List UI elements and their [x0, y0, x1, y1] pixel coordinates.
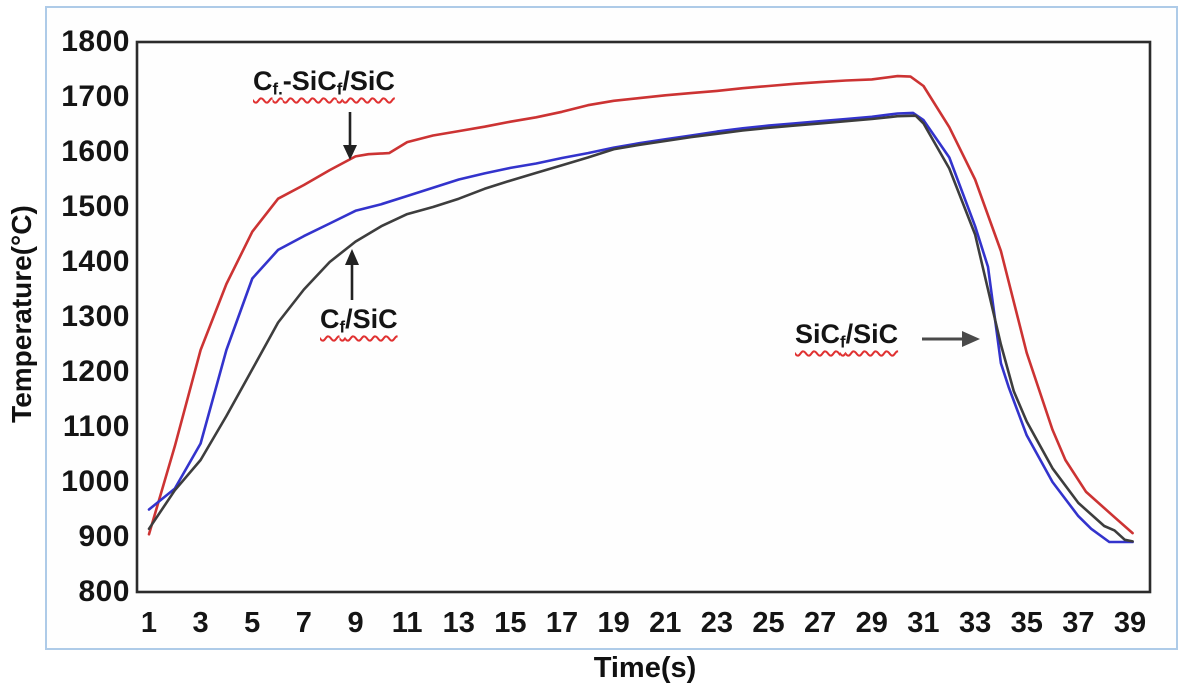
annotation-cf-sic: Cf/SiC: [320, 304, 398, 338]
x-tick-label: 11: [391, 607, 423, 639]
label-segment: /SiC: [342, 66, 395, 96]
x-tick-label: 35: [1010, 607, 1043, 639]
y-tick-label: 1300: [61, 300, 130, 333]
annotation-sicf-sic: SiCf/SiC: [795, 319, 898, 353]
label-segment: /SiC: [345, 304, 398, 334]
y-tick-label: 1500: [61, 190, 130, 223]
x-tick-label: 9: [347, 607, 364, 639]
x-tick-label: 39: [1113, 607, 1147, 639]
x-tick-label: 13: [442, 607, 475, 639]
series-lines: [147, 74, 1134, 544]
x-tick-label: 17: [545, 607, 579, 639]
annotation-cf-dot-sicf-sic: Cf.-SiCf/SiC: [253, 66, 395, 100]
x-tick-label: 19: [597, 607, 630, 639]
y-tick-label: 1600: [61, 135, 130, 168]
x-tick-label: 21: [649, 607, 682, 639]
x-tick-label: 25: [752, 607, 785, 639]
x-tick-label: 33: [958, 607, 992, 639]
series-line-cf-sicf-sic: [147, 74, 1134, 536]
y-tick-label: 800: [78, 575, 130, 608]
label-segment: f.: [272, 79, 283, 99]
label-segment: SiC: [795, 319, 841, 349]
label-segment: f: [840, 332, 846, 352]
label-segment: -SiC: [282, 66, 337, 96]
right-arrow-icon: [922, 331, 980, 347]
x-tick-label: 31: [907, 607, 940, 639]
label-segment: C: [253, 66, 273, 96]
down-arrow-icon: [343, 112, 357, 160]
x-tick-label: 3: [192, 607, 209, 639]
x-tick-label: 29: [855, 607, 888, 639]
x-tick-label: 7: [295, 607, 312, 639]
y-tick-label: 1400: [61, 245, 130, 278]
y-tick-label: 1800: [61, 25, 130, 58]
y-tick-label: 1100: [62, 410, 130, 443]
x-tick-label: 37: [1062, 607, 1095, 639]
y-tick-label: 1700: [61, 80, 130, 113]
label-segment: C: [320, 304, 340, 334]
y-tick-label: 1000: [61, 465, 130, 498]
label-segment: f: [336, 79, 343, 99]
label-segment: f: [339, 317, 346, 337]
plot-frame: [135, 40, 1152, 594]
up-arrow-icon: [345, 249, 359, 300]
x-tick-label: 27: [804, 607, 837, 639]
x-tick-label: 23: [700, 607, 734, 639]
series-line-cf-sic: [147, 114, 1134, 543]
y-tick-label: 900: [78, 520, 130, 553]
x-axis-title: Time(s): [593, 652, 697, 684]
series-line-sicf-sic: [147, 111, 1134, 544]
y-tick-label: 1200: [61, 355, 130, 388]
x-tick-label: 15: [494, 607, 527, 639]
x-tick-label: 1: [140, 607, 158, 639]
x-tick-label: 5: [244, 607, 261, 639]
label-segment: /SiC: [845, 319, 899, 349]
